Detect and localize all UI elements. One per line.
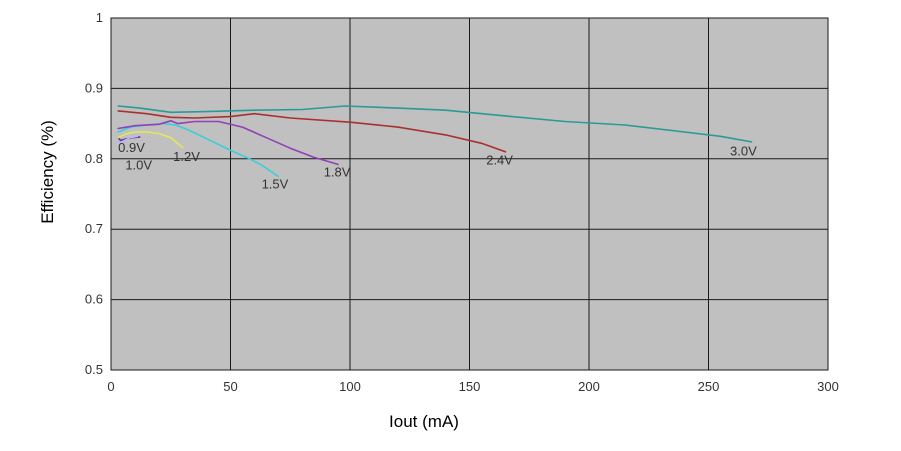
y-tick-label: 0.5 <box>85 362 103 377</box>
series-labels: 0.9V 1.0V 1.2V 1.5V 1.8V 2.4V 3.0V <box>118 140 757 192</box>
series-label: 3.0V <box>730 143 757 158</box>
series-line-1-0v <box>117 135 139 145</box>
y-tick-label: 0.6 <box>85 292 103 307</box>
series-label: 1.2V <box>173 149 200 164</box>
series-line-1-8v <box>117 120 339 166</box>
series-label: 1.5V <box>262 176 289 191</box>
x-tick-label: 100 <box>339 379 361 394</box>
x-tick-label: 250 <box>698 379 720 394</box>
series-label: 2.4V <box>486 152 513 167</box>
grid-lines <box>110 17 829 371</box>
series-label: 0.9V <box>118 140 145 155</box>
x-tick-label: 200 <box>578 379 600 394</box>
x-tick-label: 150 <box>459 379 481 394</box>
x-tick-label: 0 <box>107 379 114 394</box>
y-tick-label: 0.7 <box>85 221 103 236</box>
y-axis-ticks: 0.5 0.6 0.7 0.8 0.9 1 <box>85 10 103 377</box>
x-tick-label: 50 <box>223 379 237 394</box>
y-tick-label: 0.8 <box>85 151 103 166</box>
y-axis-title: Efficiency (%) <box>38 120 57 224</box>
series-line-2-4v <box>117 110 507 153</box>
series-line-3-0v <box>117 105 753 143</box>
series-line-1-2v <box>117 131 184 149</box>
series-label: 1.0V <box>125 157 152 172</box>
y-tick-label: 0.9 <box>85 80 103 95</box>
x-axis-title: Iout (mA) <box>389 412 459 431</box>
series-lines <box>117 105 753 178</box>
x-tick-label: 300 <box>817 379 839 394</box>
y-tick-label: 1 <box>96 10 103 25</box>
x-axis-ticks: 0 50 100 150 200 250 300 <box>107 379 838 394</box>
series-label: 1.8V <box>324 164 351 179</box>
